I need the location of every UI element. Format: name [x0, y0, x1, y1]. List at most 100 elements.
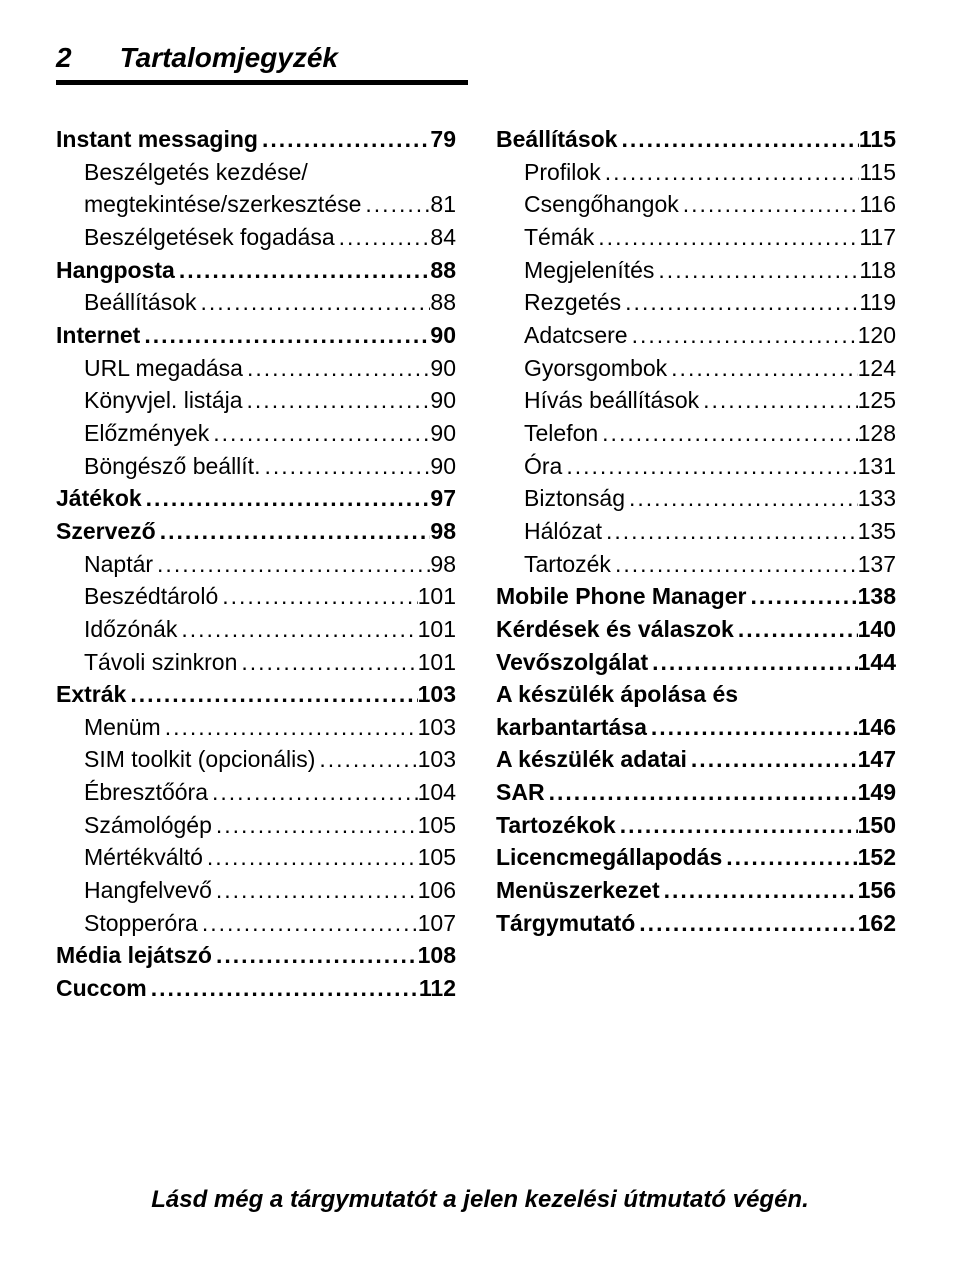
- toc-entry-label: Instant messaging: [56, 123, 258, 156]
- toc-entry-label: Szervező: [56, 515, 156, 548]
- toc-column-right: Beállítások115Profilok115Csengőhangok116…: [496, 123, 896, 1005]
- toc-entry-label: A készülék ápolása és: [496, 678, 896, 711]
- toc-entry-label: Megjelenítés: [524, 254, 654, 287]
- header-rule: [56, 80, 468, 85]
- toc-leader-dots: [625, 482, 858, 515]
- toc-entry: megtekintése/szerkesztése81: [56, 188, 456, 221]
- toc-leader-dots: [237, 646, 417, 679]
- toc-leader-dots: [654, 254, 859, 287]
- toc-entry-label: Kérdések és válaszok: [496, 613, 734, 646]
- toc-entry: Adatcsere120: [496, 319, 896, 352]
- toc-entry-page: 146: [858, 711, 896, 744]
- toc-entry: URL megadása90: [56, 352, 456, 385]
- toc-entry: Beszélgetések fogadása 84: [56, 221, 456, 254]
- toc-entry-label: Licencmegállapodás: [496, 841, 722, 874]
- toc-leader-dots: [562, 450, 857, 483]
- toc-leader-dots: [594, 221, 859, 254]
- toc-entry-page: 118: [859, 254, 896, 287]
- toc-entry-page: 88: [430, 286, 456, 319]
- toc-entry: Beállítások115: [496, 123, 896, 156]
- toc-entry: Számológép105: [56, 809, 456, 842]
- toc-entry-label: Profilok: [524, 156, 601, 189]
- toc-entry-page: 104: [418, 776, 456, 809]
- toc-entry: Ébresztőóra 104: [56, 776, 456, 809]
- page-header: 2 Tartalomjegyzék: [56, 42, 904, 74]
- toc-entry-label: Távoli szinkron: [84, 646, 237, 679]
- toc-leader-dots: [161, 711, 418, 744]
- toc-leader-dots: [140, 319, 430, 352]
- toc-entry-label: Beszélgetések fogadása: [84, 221, 335, 254]
- toc-entry: Rezgetés 119: [496, 286, 896, 319]
- toc-entry: Távoli szinkron101: [56, 646, 456, 679]
- toc-entry: Témák117: [496, 221, 896, 254]
- toc-entry: Hangposta88: [56, 254, 456, 287]
- toc-entry: Telefon128: [496, 417, 896, 450]
- toc-entry-page: 124: [858, 352, 896, 385]
- toc-columns: Instant messaging79Beszélgetés kezdése/m…: [56, 123, 904, 1005]
- toc-leader-dots: [243, 384, 431, 417]
- toc-entry-label: Hívás beállítások: [524, 384, 699, 417]
- toc-entry-label: Tartozék: [524, 548, 611, 581]
- toc-entry-page: 103: [418, 678, 456, 711]
- toc-leader-dots: [616, 809, 858, 842]
- toc-entry-page: 138: [858, 580, 896, 613]
- toc-entry-page: 119: [859, 286, 896, 319]
- toc-entry: Kérdések és válaszok140: [496, 613, 896, 646]
- toc-leader-dots: [335, 221, 431, 254]
- toc-entry-label: Böngésző beállít.: [84, 450, 260, 483]
- toc-entry: A készülék adatai147: [496, 743, 896, 776]
- toc-leader-dots: [258, 123, 430, 156]
- toc-entry: Mértékváltó105: [56, 841, 456, 874]
- toc-entry: Profilok115: [496, 156, 896, 189]
- toc-entry: Könyvjel. listája90: [56, 384, 456, 417]
- toc-entry-page: 90: [430, 384, 456, 417]
- toc-entry-label: Beszédtároló: [84, 580, 218, 613]
- toc-entry-label: Menüm: [84, 711, 161, 744]
- toc-entry-page: 152: [858, 841, 896, 874]
- toc-entry-page: 90: [430, 417, 456, 450]
- toc-leader-dots: [660, 874, 858, 907]
- toc-leader-dots: [153, 548, 430, 581]
- toc-leader-dots: [601, 156, 860, 189]
- toc-entry: Stopperóra107: [56, 907, 456, 940]
- toc-entry: Hálózat135: [496, 515, 896, 548]
- toc-leader-dots: [621, 286, 859, 319]
- toc-leader-dots: [722, 841, 857, 874]
- toc-entry-label: Óra: [524, 450, 562, 483]
- toc-entry-page: 108: [418, 939, 456, 972]
- toc-entry: karbantartása146: [496, 711, 896, 744]
- toc-entry-label: Számológép: [84, 809, 212, 842]
- toc-leader-dots: [611, 548, 858, 581]
- toc-entry-page: 103: [418, 743, 456, 776]
- toc-entry-label: Média lejátszó: [56, 939, 212, 972]
- toc-entry-page: 125: [858, 384, 896, 417]
- toc-leader-dots: [209, 417, 430, 450]
- toc-entry: Tartozékok150: [496, 809, 896, 842]
- toc-leader-dots: [679, 188, 860, 221]
- toc-leader-dots: [647, 711, 858, 744]
- toc-entry-page: 150: [858, 809, 896, 842]
- toc-leader-dots: [648, 646, 858, 679]
- toc-entry-page: 84: [430, 221, 456, 254]
- toc-entry-page: 97: [430, 482, 456, 515]
- toc-leader-dots: [147, 972, 419, 1005]
- toc-entry: SAR149: [496, 776, 896, 809]
- toc-entry-label: Biztonság: [524, 482, 625, 515]
- toc-entry: Hangfelvevő106: [56, 874, 456, 907]
- toc-leader-dots: [617, 123, 858, 156]
- toc-leader-dots: [212, 939, 418, 972]
- toc-entry-label: SIM toolkit (opcionális): [84, 743, 315, 776]
- toc-entry: Időzónák101: [56, 613, 456, 646]
- toc-entry-label: Beállítások: [496, 123, 617, 156]
- toc-entry-label: Rezgetés: [524, 286, 621, 319]
- toc-entry: Csengőhangok116: [496, 188, 896, 221]
- toc-entry-page: 147: [858, 743, 896, 776]
- toc-entry: SIM toolkit (opcionális) 103: [56, 743, 456, 776]
- toc-entry-page: 79: [430, 123, 456, 156]
- toc-entry: Naptár98: [56, 548, 456, 581]
- toc-entry: Óra131: [496, 450, 896, 483]
- toc-entry: Instant messaging 79: [56, 123, 456, 156]
- toc-entry-label: Ébresztőóra: [84, 776, 208, 809]
- toc-leader-dots: [208, 776, 418, 809]
- toc-leader-dots: [212, 874, 418, 907]
